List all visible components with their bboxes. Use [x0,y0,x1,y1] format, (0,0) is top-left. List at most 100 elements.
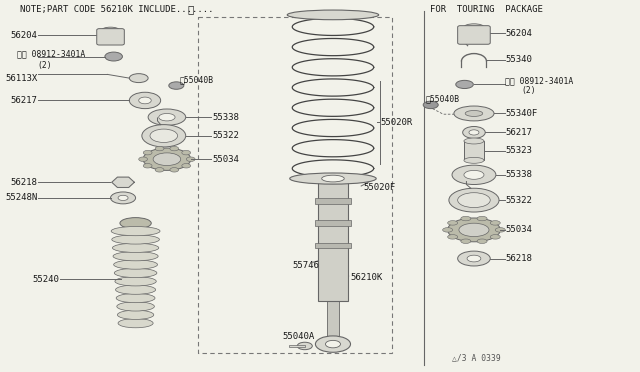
Text: 55340: 55340 [506,55,532,64]
Bar [289,345,305,347]
Ellipse shape [447,221,458,225]
Text: 56217: 56217 [10,96,37,105]
Ellipse shape [113,251,158,261]
Ellipse shape [115,277,156,286]
Polygon shape [112,177,134,187]
Text: ※Ⓝ 08912-3401A: ※Ⓝ 08912-3401A [17,49,85,58]
Text: FOR  TOURING  PACKAGE: FOR TOURING PACKAGE [430,5,543,14]
Ellipse shape [118,318,153,328]
Ellipse shape [139,157,147,161]
Ellipse shape [129,92,161,109]
FancyBboxPatch shape [458,26,490,44]
Ellipse shape [449,188,499,212]
Ellipse shape [465,110,483,116]
Ellipse shape [326,340,340,348]
Ellipse shape [456,80,474,89]
Ellipse shape [115,268,157,278]
FancyBboxPatch shape [97,29,124,45]
Ellipse shape [182,150,191,155]
Ellipse shape [111,192,136,204]
Ellipse shape [495,228,506,232]
Bar [316,243,351,248]
Ellipse shape [143,148,191,170]
Ellipse shape [423,101,438,109]
Ellipse shape [113,243,159,253]
Ellipse shape [116,294,155,303]
Ellipse shape [464,24,484,31]
Text: ※55040B: ※55040B [179,75,214,84]
Ellipse shape [142,125,186,147]
Ellipse shape [111,227,160,236]
Text: 56218: 56218 [10,178,37,187]
Text: 55340F: 55340F [506,109,538,118]
Ellipse shape [452,165,496,185]
Text: 56204: 56204 [10,31,37,40]
Ellipse shape [477,239,487,243]
Text: 55020R: 55020R [380,118,412,127]
Ellipse shape [467,255,481,262]
Text: ※55040B: ※55040B [426,94,460,103]
Ellipse shape [459,223,489,237]
Text: (2): (2) [37,61,52,70]
Text: 56113X: 56113X [5,74,37,83]
Ellipse shape [155,168,164,172]
Text: 55338: 55338 [506,170,532,179]
Ellipse shape [290,173,376,184]
Ellipse shape [117,310,154,320]
Ellipse shape [490,235,500,239]
Ellipse shape [105,52,122,61]
Ellipse shape [143,164,152,168]
Ellipse shape [116,285,156,294]
Ellipse shape [458,251,490,266]
Text: 55322: 55322 [506,196,532,205]
Ellipse shape [477,217,487,221]
Text: 55240: 55240 [32,275,59,283]
Ellipse shape [148,109,186,125]
Text: 56210K: 56210K [351,273,383,282]
Ellipse shape [322,175,344,182]
Text: 56218: 56218 [506,254,532,263]
Text: △/3 A 0339: △/3 A 0339 [452,353,500,362]
Ellipse shape [287,10,379,20]
Bar [316,220,351,226]
Ellipse shape [102,27,119,33]
Ellipse shape [463,126,485,138]
Ellipse shape [129,74,148,83]
Bar [316,198,351,204]
Ellipse shape [114,260,157,269]
Ellipse shape [447,235,458,239]
Ellipse shape [143,150,152,155]
Bar [464,141,484,160]
Text: 55322: 55322 [212,131,239,140]
Ellipse shape [112,235,159,244]
Text: 56204: 56204 [506,29,532,38]
Text: NOTE;PART CODE 56210K INCLUDE.......: NOTE;PART CODE 56210K INCLUDE....... [20,5,213,14]
Text: 55020F: 55020F [363,183,396,192]
Text: ※: ※ [188,4,194,14]
Ellipse shape [464,170,484,179]
Text: 55040A: 55040A [283,332,315,341]
Ellipse shape [469,130,479,135]
Ellipse shape [454,106,494,121]
Ellipse shape [447,218,500,242]
Ellipse shape [139,97,151,104]
Ellipse shape [153,153,180,166]
Text: 55248N: 55248N [5,193,37,202]
Text: 55323: 55323 [506,146,532,155]
Ellipse shape [169,82,184,89]
Ellipse shape [464,157,484,163]
Ellipse shape [297,342,312,350]
Ellipse shape [443,228,452,232]
Ellipse shape [461,217,471,221]
Ellipse shape [170,168,179,172]
Ellipse shape [182,164,191,168]
Text: 55034: 55034 [212,155,239,164]
Ellipse shape [120,218,151,229]
Text: ※Ⓝ 08912-3401A: ※Ⓝ 08912-3401A [506,76,573,85]
Text: 56217: 56217 [506,128,532,137]
Bar [327,179,339,339]
Bar [318,179,348,301]
Ellipse shape [159,113,175,121]
Text: 55338: 55338 [212,113,239,122]
Ellipse shape [150,129,177,142]
